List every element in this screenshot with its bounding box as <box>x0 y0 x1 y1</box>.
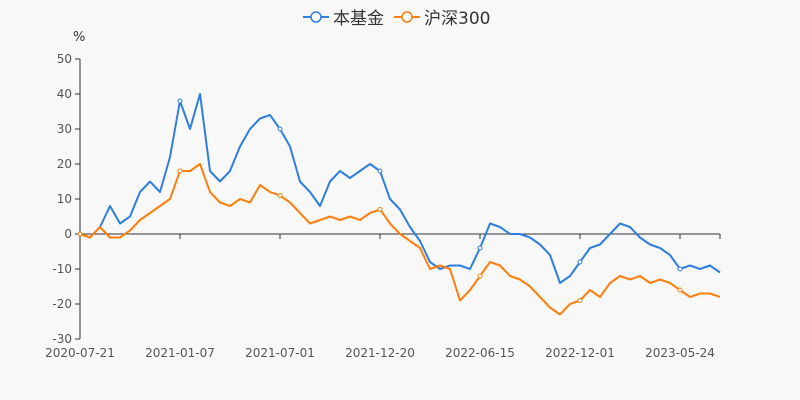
y-tick-label: -30 <box>52 332 72 346</box>
data-point <box>377 207 383 212</box>
y-axis-unit: % <box>73 30 86 45</box>
data-point <box>177 98 183 104</box>
x-tick-label: 2022-12-01 <box>545 346 615 360</box>
y-tick-label: 40 <box>57 87 72 101</box>
legend-item-fund[interactable]: 本基金 <box>303 4 384 29</box>
legend-label-index: 沪深300 <box>424 9 491 29</box>
data-point <box>277 126 283 132</box>
data-point <box>577 259 583 265</box>
y-tick-label: 20 <box>57 157 72 171</box>
y-tick-label: 0 <box>64 227 72 241</box>
y-tick-label: 10 <box>57 192 72 206</box>
data-point <box>677 266 683 272</box>
data-point <box>177 168 183 174</box>
x-tick-label: 2020-07-21 <box>45 346 115 360</box>
x-tick-label: 2021-12-20 <box>345 346 415 360</box>
legend-label-fund: 本基金 <box>333 9 384 29</box>
data-point <box>277 193 283 198</box>
legend-fund-marker-icon <box>303 10 329 23</box>
y-tick-label: 50 <box>57 52 72 66</box>
data-point <box>577 298 583 303</box>
y-tick-label: 30 <box>57 122 72 136</box>
legend: 本基金 沪深300 <box>303 4 490 29</box>
data-point <box>677 287 683 293</box>
series-line-fund <box>79 93 721 284</box>
legend-item-index[interactable]: 沪深300 <box>394 4 490 29</box>
x-tick-label: 2021-01-07 <box>145 346 215 360</box>
x-tick-label: 2023-05-24 <box>645 346 715 360</box>
data-point <box>477 273 483 279</box>
series-line-index <box>79 163 721 316</box>
x-tick-label: 2021-07-01 <box>245 346 315 360</box>
data-point <box>377 168 383 174</box>
legend-index-marker-icon <box>394 10 420 23</box>
x-tick-label: 2022-06-15 <box>445 346 515 360</box>
data-point <box>77 231 83 237</box>
data-point <box>477 245 483 251</box>
y-tick-label: -10 <box>52 262 72 276</box>
y-tick-label: -20 <box>52 297 72 311</box>
